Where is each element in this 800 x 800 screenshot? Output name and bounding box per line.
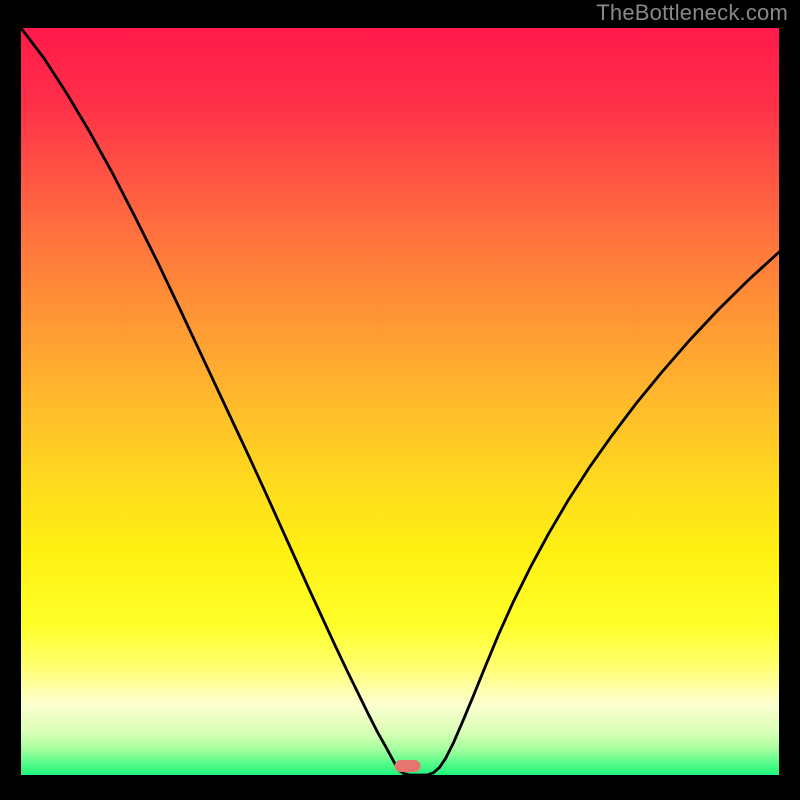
plot-area: [21, 28, 779, 775]
watermark-text: TheBottleneck.com: [596, 0, 788, 26]
chart-container: TheBottleneck.com: [0, 0, 800, 800]
plot-svg: [21, 28, 779, 775]
gradient-background: [21, 28, 779, 775]
minimum-marker: [395, 760, 421, 772]
